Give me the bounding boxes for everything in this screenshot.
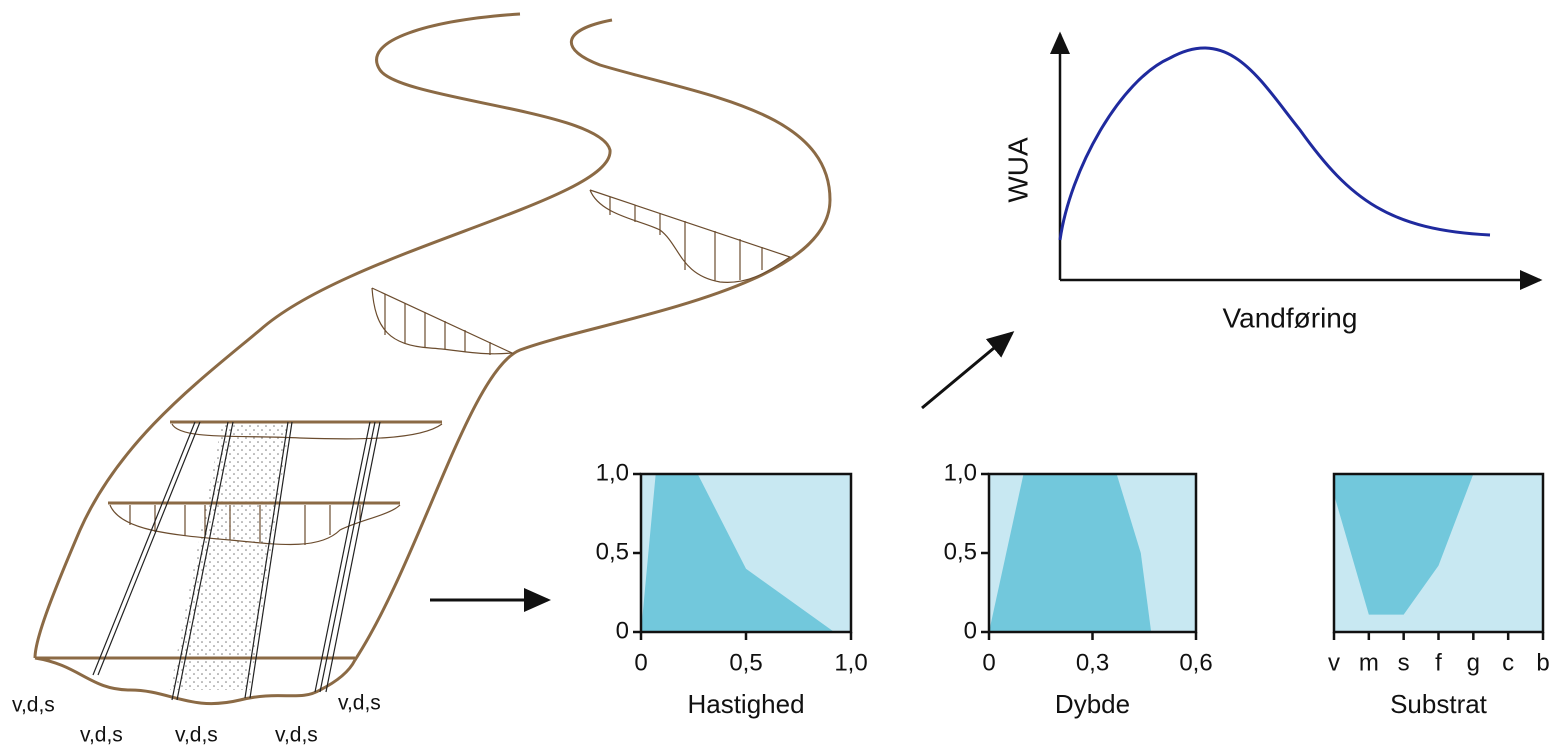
measure-label: v,d,s	[80, 724, 123, 747]
x-tick-label: m	[1359, 649, 1379, 676]
x-tick-label: 0,3	[1076, 649, 1109, 676]
suitability-area	[989, 474, 1152, 632]
x-tick-label: 0	[982, 649, 995, 676]
x-tick-label: g	[1467, 649, 1480, 676]
y-tick-label: 0	[616, 617, 629, 644]
x-tick-label: 0	[634, 649, 647, 676]
x-tick-label: 0,6	[1179, 649, 1212, 676]
y-tick-label: 0,5	[944, 538, 977, 565]
axis-label: WUA	[1002, 137, 1033, 203]
x-tick-label: c	[1502, 649, 1514, 676]
x-axis-label: Substrat	[1390, 689, 1488, 719]
x-tick-label: b	[1536, 649, 1549, 676]
measure-label: v,d,s	[175, 724, 218, 747]
suitability-area	[1334, 474, 1543, 615]
measure-label: v,d,s	[338, 692, 381, 715]
x-tick-label: v	[1328, 649, 1340, 676]
measure-label: v,d,s	[12, 694, 55, 717]
x-tick-label: f	[1435, 649, 1442, 676]
y-tick-label: 1,0	[596, 459, 629, 486]
x-tick-label: s	[1398, 649, 1410, 676]
y-tick-label: 0,5	[596, 538, 629, 565]
arrow	[921, 331, 1015, 410]
suitability-area	[641, 474, 835, 632]
axis-label: Vandføring	[1223, 302, 1358, 333]
x-tick-label: 0,5	[729, 649, 762, 676]
y-tick-label: 1,0	[944, 459, 977, 486]
wua-plot: WUA Vandføring	[1002, 31, 1543, 333]
x-axis-label: Hastighed	[687, 689, 804, 719]
measure-label: v,d,s	[275, 724, 318, 747]
y-tick-label: 0	[964, 617, 977, 644]
x-tick-label: 1,0	[834, 649, 867, 676]
x-axis-label: Dybde	[1055, 689, 1130, 719]
river-sketch	[33, 12, 832, 705]
